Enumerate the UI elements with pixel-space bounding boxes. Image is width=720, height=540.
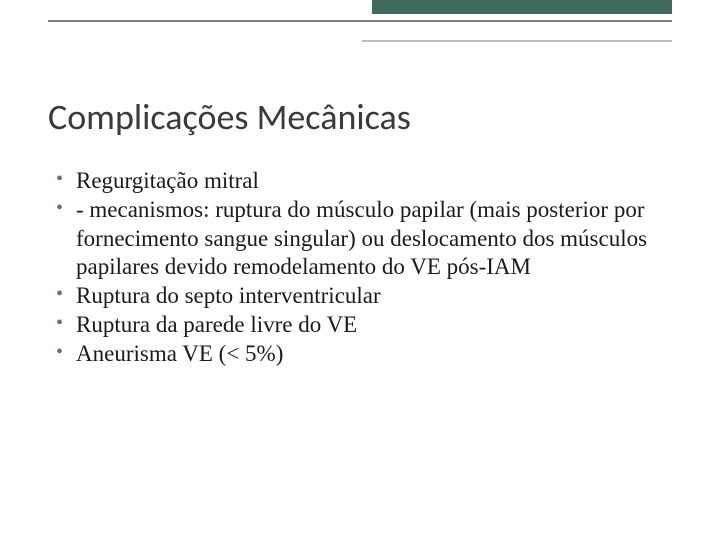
slide-title: Complicações Mecânicas	[48, 95, 672, 139]
list-item: Ruptura do septo interventricular	[48, 282, 672, 311]
list-item: - mecanismos: ruptura do músculo papilar…	[48, 196, 672, 282]
bullet-list: Regurgitação mitral - mecanismos: ruptur…	[48, 167, 672, 368]
list-item: Aneurisma VE (< 5%)	[48, 340, 672, 369]
list-item: Ruptura da parede livre do VE	[48, 311, 672, 340]
divider-line-secondary	[362, 40, 672, 42]
list-item: Regurgitação mitral	[48, 167, 672, 196]
slide-content: Complicações Mecânicas Regurgitação mitr…	[48, 95, 672, 368]
divider-line	[48, 20, 672, 22]
accent-bar	[372, 0, 672, 14]
slide-ornament	[0, 0, 720, 46]
